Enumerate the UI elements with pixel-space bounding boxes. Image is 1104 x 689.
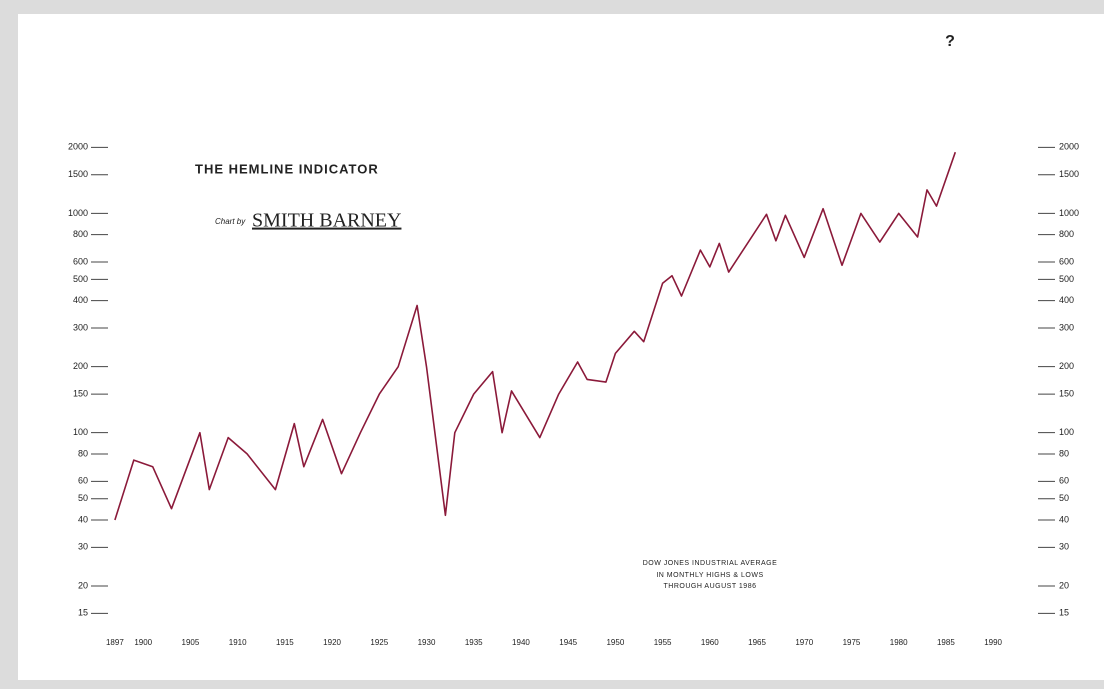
- y-tick-label: 600: [73, 256, 88, 266]
- y2-tick-label: 100: [1059, 427, 1074, 437]
- y-tick-label: 80: [78, 448, 88, 458]
- y-tick-label: 1000: [68, 208, 88, 218]
- x-tick-label: 1955: [654, 638, 672, 647]
- y-tick-label: 300: [73, 322, 88, 332]
- y2-tick-label: 150: [1059, 388, 1074, 398]
- x-tick-label: 1940: [512, 638, 530, 647]
- y-tick-label: 60: [78, 476, 88, 486]
- annotation: IN MONTHLY HIGHS & LOWS: [656, 572, 763, 579]
- x-tick-label: 1985: [937, 638, 955, 647]
- y2-tick-label: 30: [1059, 542, 1069, 552]
- x-tick-label: 1915: [276, 638, 294, 647]
- y2-tick-label: 1500: [1059, 169, 1079, 179]
- x-tick-label: 1960: [701, 638, 719, 647]
- paper: [18, 14, 1104, 680]
- chart: THE HEMLINE INDICATOR Chart by SMITH BAR…: [0, 0, 1104, 689]
- y2-tick-label: 1000: [1059, 208, 1079, 218]
- y-tick-label: 500: [73, 274, 88, 284]
- y2-tick-label: 800: [1059, 229, 1074, 239]
- y2-tick-label: 40: [1059, 514, 1069, 524]
- y2-tick-label: 500: [1059, 274, 1074, 284]
- y2-tick-label: 15: [1059, 608, 1069, 618]
- y2-tick-label: 50: [1059, 493, 1069, 503]
- x-tick-label: 1950: [606, 638, 624, 647]
- y2-tick-label: 600: [1059, 256, 1074, 266]
- y-tick-label: 20: [78, 580, 88, 590]
- x-tick-label: 1970: [795, 638, 813, 647]
- y-tick-label: 400: [73, 295, 88, 305]
- annotation: DOW JONES INDUSTRIAL AVERAGE: [643, 560, 778, 567]
- x-tick-label: 1975: [843, 638, 861, 647]
- chart-title: THE HEMLINE INDICATOR: [195, 161, 379, 176]
- annotation: ?: [945, 33, 955, 50]
- credit-prefix: Chart by: [215, 217, 246, 226]
- x-tick-label: 1930: [418, 638, 436, 647]
- y-tick-label: 15: [78, 608, 88, 618]
- y-tick-label: 1500: [68, 169, 88, 179]
- x-tick-label: 1897: [106, 638, 124, 647]
- y2-tick-label: 20: [1059, 580, 1069, 590]
- x-tick-label: 1945: [559, 638, 577, 647]
- y-tick-label: 40: [78, 514, 88, 524]
- y-tick-label: 100: [73, 427, 88, 437]
- x-tick-label: 1965: [748, 638, 766, 647]
- y-tick-label: 800: [73, 229, 88, 239]
- x-tick-label: 1935: [465, 638, 483, 647]
- y2-tick-label: 400: [1059, 295, 1074, 305]
- x-tick-label: 1905: [182, 638, 200, 647]
- credit: SMITH BARNEY: [252, 210, 401, 232]
- y-tick-label: 200: [73, 361, 88, 371]
- y-tick-label: 150: [73, 388, 88, 398]
- y2-tick-label: 300: [1059, 322, 1074, 332]
- y2-tick-label: 2000: [1059, 142, 1079, 152]
- y2-tick-label: 60: [1059, 476, 1069, 486]
- x-tick-label: 1910: [229, 638, 247, 647]
- x-tick-label: 1900: [134, 638, 152, 647]
- y-tick-label: 2000: [68, 142, 88, 152]
- x-tick-label: 1920: [323, 638, 341, 647]
- annotation: THROUGH AUGUST 1986: [663, 583, 756, 590]
- y2-tick-label: 200: [1059, 361, 1074, 371]
- x-tick-label: 1925: [370, 638, 388, 647]
- y-tick-label: 30: [78, 542, 88, 552]
- y-tick-label: 50: [78, 493, 88, 503]
- x-tick-label: 1990: [984, 638, 1002, 647]
- x-tick-label: 1980: [890, 638, 908, 647]
- y2-tick-label: 80: [1059, 448, 1069, 458]
